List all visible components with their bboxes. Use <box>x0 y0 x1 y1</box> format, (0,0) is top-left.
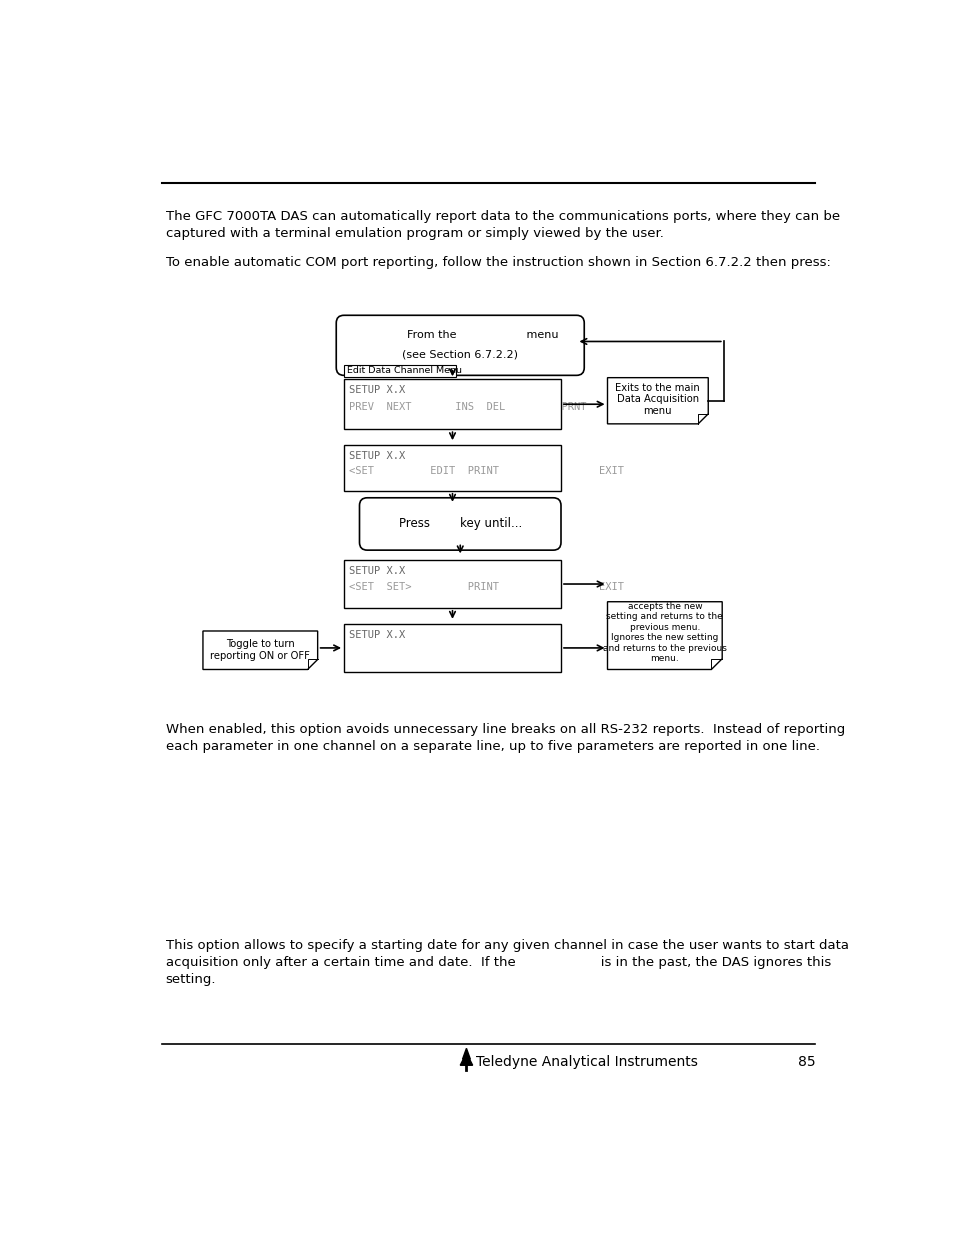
Text: PREV  NEXT       INS  DEL         PRNT: PREV NEXT INS DEL PRNT <box>349 403 586 412</box>
Polygon shape <box>607 378 707 424</box>
Text: SETUP X.X: SETUP X.X <box>349 451 405 461</box>
Text: SETUP X.X: SETUP X.X <box>349 385 405 395</box>
Text: 85: 85 <box>797 1055 815 1070</box>
Text: Edit Data Channel Menu: Edit Data Channel Menu <box>347 367 461 375</box>
Text: (see Section 6.7.2.2): (see Section 6.7.2.2) <box>402 350 517 359</box>
FancyBboxPatch shape <box>359 498 560 550</box>
Text: Exits to the main
Data Acquisition
menu: Exits to the main Data Acquisition menu <box>615 383 700 416</box>
Text: To enable automatic COM port reporting, follow the instruction shown in Section : To enable automatic COM port reporting, … <box>166 256 830 269</box>
Polygon shape <box>462 1049 470 1060</box>
Text: From the                    menu: From the menu <box>406 331 558 341</box>
Text: accepts the new
setting and returns to the
previous menu.
Ignores the new settin: accepts the new setting and returns to t… <box>602 601 726 663</box>
FancyBboxPatch shape <box>344 364 456 377</box>
FancyBboxPatch shape <box>344 561 560 608</box>
Text: <SET  SET>         PRINT                EXIT: <SET SET> PRINT EXIT <box>349 582 624 592</box>
FancyBboxPatch shape <box>344 624 560 672</box>
Text: Toggle to turn
reporting ON or OFF: Toggle to turn reporting ON or OFF <box>211 640 310 661</box>
Text: <SET         EDIT  PRINT                EXIT: <SET EDIT PRINT EXIT <box>349 466 624 477</box>
Text: This option allows to specify a starting date for any given channel in case the : This option allows to specify a starting… <box>166 939 848 986</box>
Text: SETUP X.X: SETUP X.X <box>349 567 405 577</box>
Text: SETUP X.X: SETUP X.X <box>349 630 405 640</box>
Polygon shape <box>203 631 317 669</box>
Text: Teledyne Analytical Instruments: Teledyne Analytical Instruments <box>476 1055 697 1070</box>
FancyBboxPatch shape <box>344 379 560 430</box>
FancyBboxPatch shape <box>344 445 560 490</box>
Polygon shape <box>459 1053 472 1066</box>
Text: The GFC 7000TA DAS can automatically report data to the communications ports, wh: The GFC 7000TA DAS can automatically rep… <box>166 210 839 240</box>
Polygon shape <box>607 601 721 669</box>
FancyBboxPatch shape <box>335 315 583 375</box>
Text: Press        key until...: Press key until... <box>398 517 521 531</box>
Text: When enabled, this option avoids unnecessary line breaks on all RS-232 reports. : When enabled, this option avoids unneces… <box>166 724 844 753</box>
